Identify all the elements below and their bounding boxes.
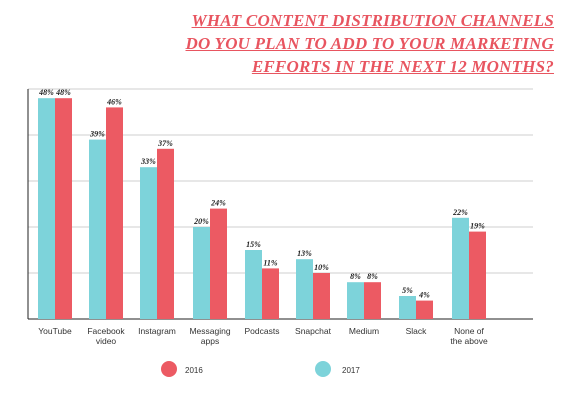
chart-title-line-1: WHAT CONTENT DISTRIBUTION CHANNELS <box>191 11 554 30</box>
bar-2016-7 <box>416 300 433 319</box>
bar-2017-7 <box>399 296 416 319</box>
data-label-2017-8: 22% <box>452 208 468 217</box>
bar-2016-5 <box>313 273 330 319</box>
bar-2017-0 <box>38 98 55 319</box>
chart-title: WHAT CONTENT DISTRIBUTION CHANNELS DO YO… <box>186 9 554 78</box>
bar-2016-6 <box>364 282 381 319</box>
data-label-2017-2: 33% <box>140 157 156 166</box>
data-label-2016-4: 11% <box>263 258 278 267</box>
data-label-2016-8: 19% <box>470 222 485 231</box>
category-label-3-line-1: apps <box>201 336 219 346</box>
data-label-2017-5: 13% <box>297 249 312 258</box>
category-label-1-line-0: Facebook <box>87 326 125 336</box>
category-label-7: Slack <box>406 326 428 336</box>
data-label-2016-3: 24% <box>210 199 226 208</box>
category-label-5: Snapchat <box>295 326 332 336</box>
bar-2017-6 <box>347 282 364 319</box>
data-label-2017-0: 48% <box>38 88 54 97</box>
bar-2016-3 <box>210 208 227 319</box>
legend-marker-2017 <box>315 361 331 377</box>
data-label-2016-0: 48% <box>55 88 71 97</box>
data-label-2016-6: 8% <box>367 272 378 281</box>
category-label-4: Podcasts <box>245 326 280 336</box>
data-label-2017-7: 5% <box>402 286 413 295</box>
bar-2017-1 <box>89 139 106 319</box>
chart-title-line-2: DO YOU PLAN TO ADD TO YOUR MARKETING <box>185 34 554 53</box>
category-label-0: YouTube <box>38 326 72 336</box>
data-label-2016-2: 37% <box>157 139 173 148</box>
bar-2017-3 <box>193 227 210 319</box>
data-label-2017-1: 39% <box>89 130 105 139</box>
bar-2017-5 <box>296 259 313 319</box>
legend-label-2016: 2016 <box>185 366 203 375</box>
data-label-2017-4: 15% <box>246 240 261 249</box>
data-label-2016-1: 46% <box>106 97 122 106</box>
category-label-1-line-1: video <box>96 336 117 346</box>
bar-2016-2 <box>157 148 174 319</box>
category-label-3-line-0: Messaging <box>189 326 230 336</box>
category-label-8-line-1: the above <box>450 336 488 346</box>
bar-2016-4 <box>262 268 279 319</box>
bar-2016-0 <box>55 98 72 319</box>
data-label-2016-7: 4% <box>418 291 430 300</box>
data-label-2017-3: 20% <box>193 217 209 226</box>
bar-2016-1 <box>106 107 123 320</box>
legend-label-2017: 2017 <box>342 366 360 375</box>
category-label-2: Instagram <box>138 326 176 336</box>
bar-2017-8 <box>452 217 469 319</box>
chart-title-line-3: EFFORTS IN THE NEXT 12 MONTHS? <box>251 57 554 76</box>
category-label-6: Medium <box>349 326 379 336</box>
data-label-2017-6: 8% <box>350 272 361 281</box>
bar-2017-2 <box>140 167 157 319</box>
bar-2016-8 <box>469 231 486 319</box>
legend-marker-2016 <box>161 361 177 377</box>
category-label-8-line-0: None of <box>454 326 484 336</box>
data-label-2016-5: 10% <box>314 263 329 272</box>
bar-2017-4 <box>245 250 262 319</box>
